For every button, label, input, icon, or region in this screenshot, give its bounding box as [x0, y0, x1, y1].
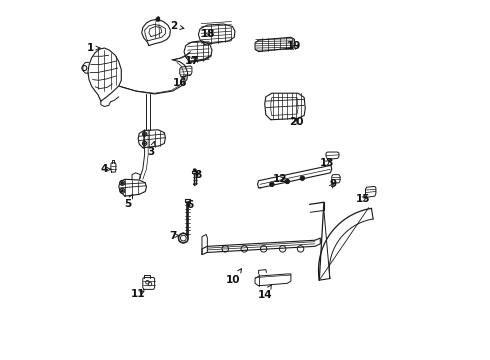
- Circle shape: [122, 182, 123, 184]
- Text: 20: 20: [289, 117, 303, 127]
- Text: 2: 2: [170, 21, 184, 31]
- Circle shape: [144, 134, 146, 135]
- Text: 6: 6: [187, 200, 194, 210]
- Text: 16: 16: [172, 75, 187, 88]
- Circle shape: [194, 169, 196, 172]
- Text: 14: 14: [257, 285, 272, 301]
- Circle shape: [300, 176, 304, 180]
- Text: 7: 7: [169, 231, 179, 240]
- Circle shape: [156, 18, 160, 21]
- Circle shape: [270, 182, 274, 186]
- Text: 13: 13: [319, 158, 334, 168]
- Text: 8: 8: [194, 170, 201, 180]
- Text: 10: 10: [226, 269, 242, 285]
- Text: 19: 19: [287, 41, 302, 50]
- Text: 4: 4: [101, 164, 111, 174]
- Text: 12: 12: [273, 174, 288, 184]
- Text: 1: 1: [86, 43, 100, 53]
- Text: 3: 3: [147, 141, 155, 157]
- Circle shape: [144, 143, 146, 144]
- Circle shape: [285, 179, 290, 184]
- Text: 15: 15: [356, 194, 370, 204]
- Circle shape: [122, 190, 123, 192]
- Text: 9: 9: [329, 179, 337, 189]
- Text: 17: 17: [185, 56, 199, 66]
- Text: 18: 18: [201, 29, 216, 39]
- Text: 11: 11: [131, 289, 146, 299]
- Text: 5: 5: [124, 194, 133, 210]
